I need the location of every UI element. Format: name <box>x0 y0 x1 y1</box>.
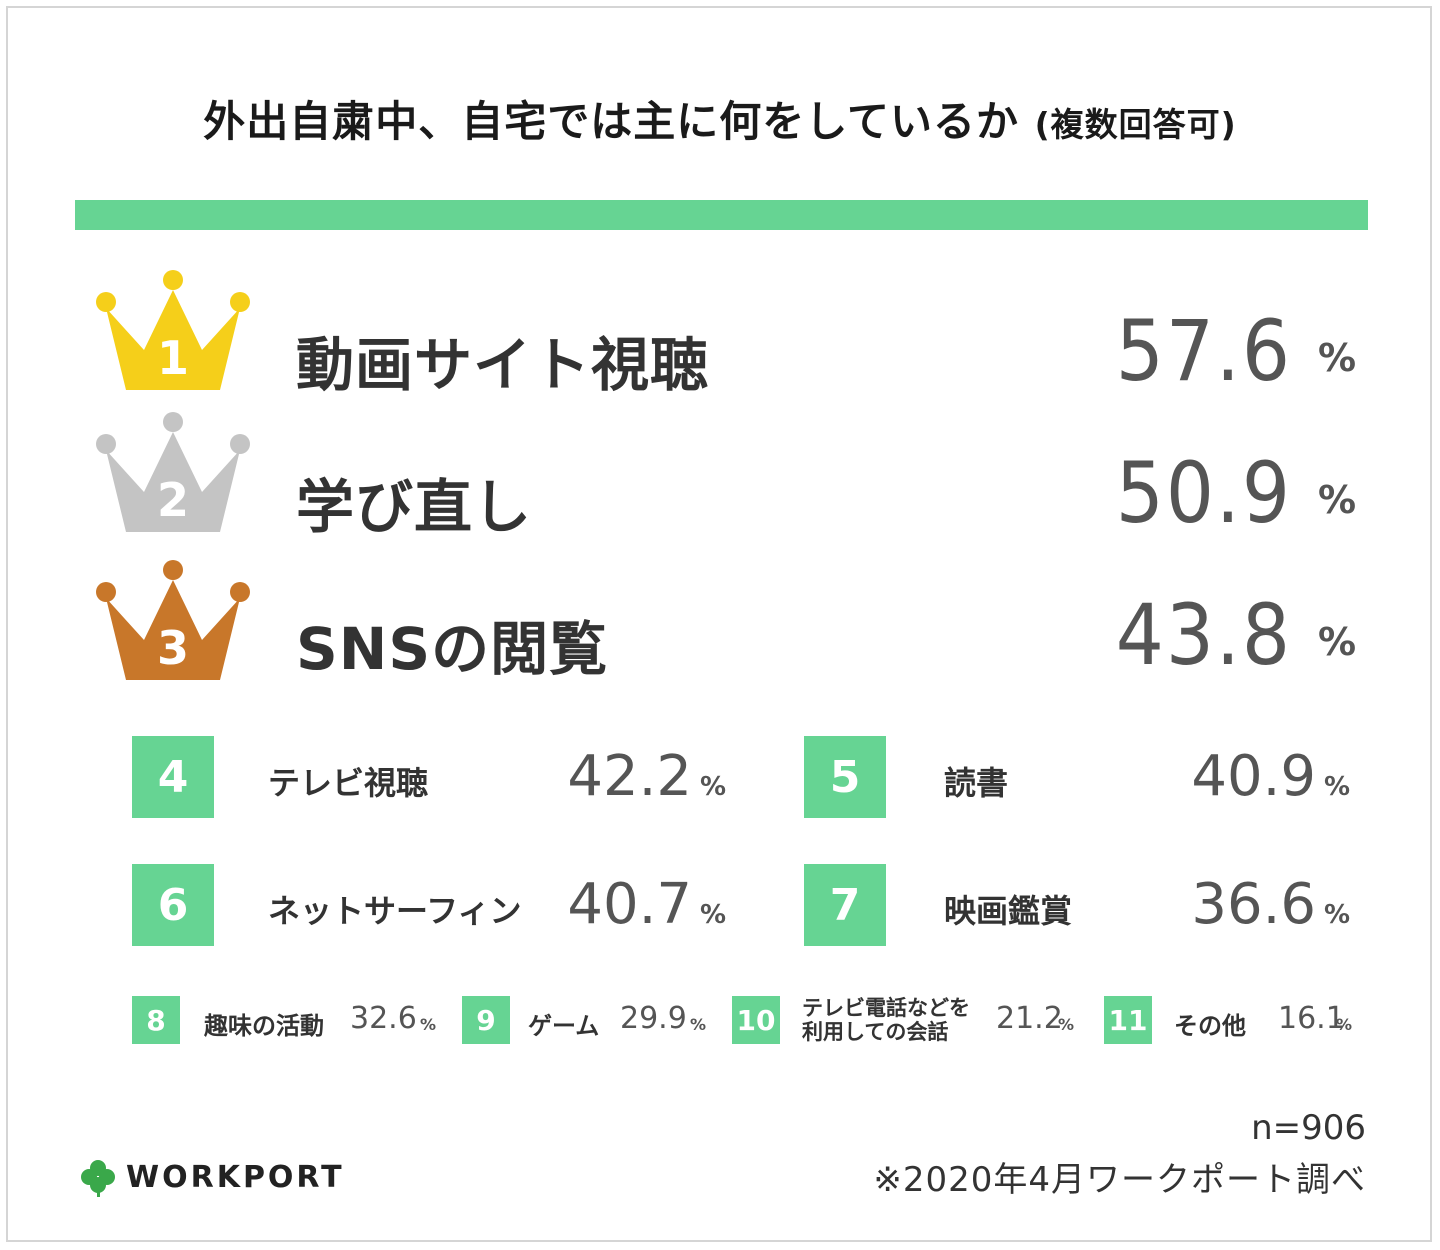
bronze-crown-icon: 3 <box>96 560 250 680</box>
rank-10-label: テレビ電話などを 利用しての会話 <box>802 996 970 1044</box>
title-underline-bar <box>75 200 1368 230</box>
rank-9-value: 29.9 <box>620 1001 687 1036</box>
rank-6-label: ネットサーフィン <box>268 892 522 930</box>
clover-icon <box>81 1160 115 1197</box>
rank-5-pct: % <box>1324 772 1351 802</box>
rank-1-pct: % <box>1318 336 1357 380</box>
logo-text: WORKPORT <box>126 1159 345 1195</box>
title-sub: (複数回答可) <box>1034 105 1237 144</box>
chart-title: 外出自粛中、自宅では主に何をしているか (複数回答可) <box>0 88 1440 149</box>
silver-crown-icon: 2 <box>96 412 250 532</box>
rank-6-value: 40.7 <box>567 872 692 937</box>
rank-8-badge: 8 <box>132 996 180 1044</box>
rank-2-label: 学び直し <box>296 473 533 541</box>
title-main: 外出自粛中、自宅では主に何をしているか <box>203 97 1019 146</box>
source-note: ※2020年4月ワークポート調べ <box>873 1160 1366 1200</box>
frame-border <box>6 6 1432 1242</box>
rank-number-2: 2 <box>157 473 189 527</box>
rank-5-badge: 5 <box>804 736 886 818</box>
rank-4-value: 42.2 <box>567 744 692 809</box>
rank-10-value: 21.2 <box>996 1001 1063 1036</box>
rank-2-value: 50.9 <box>1115 444 1292 542</box>
rank-1-value: 57.6 <box>1115 302 1292 400</box>
rank-4-label: テレビ視聴 <box>268 764 429 802</box>
rank-1-label: 動画サイト視聴 <box>296 331 710 399</box>
rank-8-label: 趣味の活動 <box>204 1012 324 1040</box>
rank-11-badge: 11 <box>1104 996 1152 1044</box>
rank-4-pct: % <box>700 772 727 802</box>
rank-10-badge: 10 <box>732 996 780 1044</box>
rank-6-pct: % <box>700 900 727 930</box>
rank-7-badge: 7 <box>804 864 886 946</box>
rank-7-value: 36.6 <box>1191 872 1316 937</box>
rank-3-label: SNSの閲覧 <box>296 615 609 683</box>
rank-7-label: 映画鑑賞 <box>944 892 1073 930</box>
gold-crown-icon: 1 <box>96 270 250 390</box>
rank-11-value: 16.1 <box>1278 1001 1345 1036</box>
rank-6-badge: 6 <box>132 864 214 946</box>
rank-9-pct: % <box>690 1015 707 1034</box>
rank-3-pct: % <box>1318 620 1357 664</box>
rank-11-label: その他 <box>1174 1012 1246 1040</box>
rank-10-label-line1: テレビ電話などを <box>802 996 970 1020</box>
workport-logo: WORKPORT <box>78 1152 398 1202</box>
rank-number-1: 1 <box>157 331 189 385</box>
rank-4-badge: 4 <box>132 736 214 818</box>
rank-3-value: 43.8 <box>1115 586 1292 684</box>
rank-8-pct: % <box>420 1015 437 1034</box>
rank-7-pct: % <box>1324 900 1351 930</box>
rank-5-label: 読書 <box>944 764 1009 802</box>
rank-10-label-line2: 利用しての会話 <box>802 1020 949 1044</box>
rank-2-pct: % <box>1318 478 1357 522</box>
rank-9-badge: 9 <box>462 996 510 1044</box>
sample-size: n=906 <box>1251 1108 1366 1148</box>
rank-10-pct: % <box>1058 1015 1075 1034</box>
rank-9-label: ゲーム <box>528 1012 600 1040</box>
rank-8-value: 32.6 <box>350 1001 417 1036</box>
rank-11-pct: % <box>1336 1015 1353 1034</box>
rank-5-value: 40.9 <box>1191 744 1316 809</box>
rank-number-3: 3 <box>157 621 189 675</box>
